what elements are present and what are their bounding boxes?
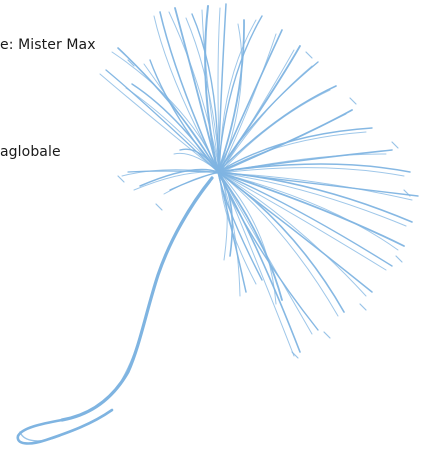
dandelion-stroke [219, 172, 399, 251]
dandelion-stroke [219, 172, 277, 305]
dandelion-stroke [131, 83, 219, 173]
dandelion-stroke [163, 172, 221, 195]
dandelion-stroke [403, 189, 411, 197]
dandelion-stroke [60, 176, 214, 422]
dandelion-stroke [291, 351, 299, 359]
dandelion-stroke [219, 172, 407, 227]
dandelion-stroke [219, 172, 339, 317]
dandelion-stroke [179, 148, 219, 173]
dandelion-stroke [173, 152, 221, 174]
dandelion-stroke [117, 47, 219, 173]
dandelion-stroke [117, 175, 125, 183]
dandelion-stroke [219, 172, 367, 297]
dandelion-stroke [174, 7, 219, 173]
dandelion-stroke [16, 408, 114, 445]
dandelion-stroke [349, 97, 357, 105]
dandelion-stroke [127, 59, 135, 67]
dandelion-stroke [217, 171, 283, 301]
dandelion-stroke [217, 171, 413, 223]
dandelion-strokes [16, 3, 419, 445]
dandelion-stroke [217, 7, 221, 174]
dandelion-stroke [323, 331, 331, 339]
dandelion-stroke [155, 203, 163, 211]
dandelion-stroke [19, 431, 61, 442]
dandelion-stroke [217, 171, 393, 267]
dandelion-stroke [217, 85, 337, 173]
dandelion-stroke [219, 65, 313, 174]
dandelion-stroke [217, 163, 411, 173]
dandelion-stroke [219, 172, 387, 271]
dandelion-stroke [219, 172, 228, 261]
dandelion-stroke [217, 171, 405, 247]
dandelion-stroke [219, 167, 405, 177]
dandelion-stroke [99, 73, 221, 174]
dandelion-stroke [219, 172, 295, 357]
dandelion-stroke [217, 29, 283, 173]
dandelion-stroke [217, 127, 373, 173]
dandelion-stroke [219, 19, 257, 174]
dandelion-stroke [217, 61, 319, 173]
dandelion-stroke [359, 303, 367, 311]
dandelion-stroke [219, 33, 277, 174]
dandelion-stroke [121, 169, 221, 177]
dandelion-stroke [201, 9, 221, 174]
dandelion-stroke [217, 19, 245, 173]
dandelion-stroke [204, 5, 219, 173]
dandelion-stroke [219, 113, 347, 174]
dandelion-stroke [168, 11, 221, 174]
dandelion-stroke [121, 181, 211, 381]
dandelion-stroke [217, 171, 345, 313]
dandelion-stroke [105, 69, 219, 173]
dandelion-stroke [395, 255, 403, 263]
credit-text: e: Mister Max [0, 37, 96, 53]
dandelion-stroke [111, 51, 221, 174]
dandelion-stroke [219, 89, 331, 174]
dandelion-stroke [305, 51, 313, 59]
credit-link-text: aglobale [0, 144, 61, 160]
dandelion-stroke [219, 131, 367, 174]
dandelion-stroke [391, 141, 399, 149]
